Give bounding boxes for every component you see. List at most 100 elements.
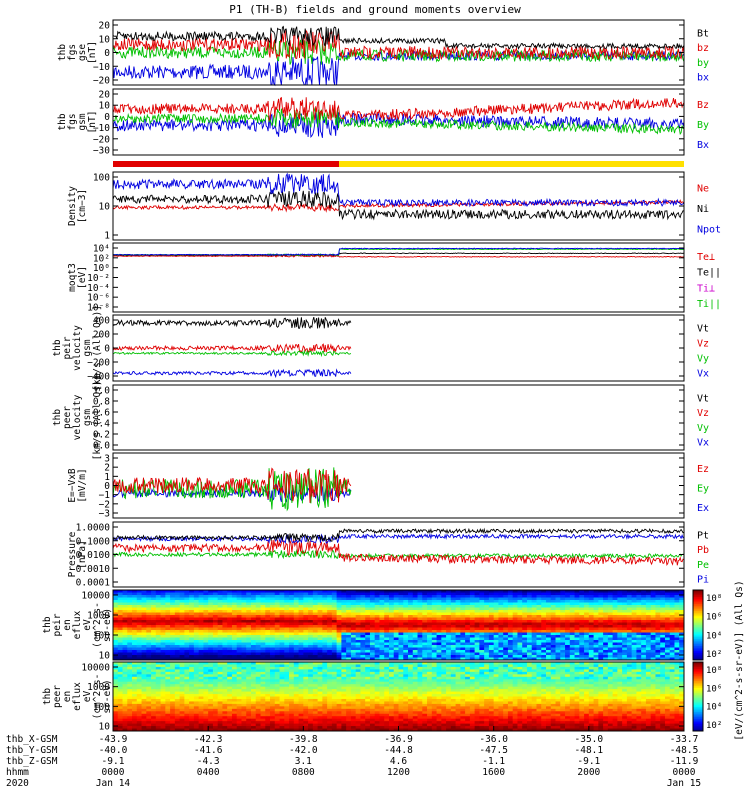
spectrogram-cell (455, 620, 461, 623)
spectrogram-cell (436, 597, 442, 601)
spectrogram-cell (208, 610, 214, 613)
spectrogram-cell (565, 625, 571, 628)
spectrogram-cell (231, 632, 238, 636)
spectrogram-cell (350, 642, 357, 646)
spectrogram-cell (303, 664, 309, 668)
spectrogram-cell (645, 622, 652, 626)
spectrogram-cell (579, 605, 585, 608)
spectrogram-cell (236, 718, 242, 722)
spectrogram-cell (517, 645, 523, 648)
spectrogram-cell (612, 647, 618, 651)
spectrogram-cell (441, 590, 447, 593)
spectrogram-cell (650, 610, 656, 613)
spectrogram-cell (365, 698, 371, 702)
spectrogram-cell (165, 713, 171, 717)
spectrogram-cell (122, 605, 128, 608)
spectrogram-cell (498, 607, 504, 611)
spectrogram-cell (360, 728, 366, 732)
spectrogram-cell (369, 703, 376, 707)
spectrogram-cell (622, 592, 628, 596)
spectrogram-cell (141, 684, 147, 688)
spectrogram-cell (193, 627, 200, 631)
spectrogram-cell (384, 662, 390, 665)
spectrogram-cell (346, 671, 352, 675)
spectrogram-cell (522, 637, 528, 641)
spectrogram-cell (317, 607, 323, 611)
spectrogram-cell (369, 620, 376, 623)
spectrogram-cell (555, 600, 561, 603)
spectrogram-cell (546, 595, 552, 598)
spectrogram-cell (336, 713, 342, 717)
spectrogram-cell (151, 645, 157, 648)
spectrogram-cell (298, 674, 304, 678)
spectrogram-cell (622, 602, 628, 606)
spectrogram-cell (660, 597, 666, 601)
spectrogram-cell (507, 635, 514, 638)
spectrogram-cell (369, 622, 376, 626)
spectrogram-cell (198, 728, 204, 732)
spectrogram-cell (151, 728, 157, 732)
spectrogram-cell (669, 600, 675, 603)
spectrogram-cell (617, 612, 623, 616)
spectrogram-cell (331, 657, 338, 661)
spectrogram-cell (170, 723, 176, 727)
spectrogram-cell (222, 684, 228, 688)
spectrogram-cell (469, 652, 476, 656)
spectrogram-cell (260, 625, 266, 628)
spectrogram-cell (565, 612, 571, 616)
spectrogram-cell (308, 684, 314, 688)
spectrogram-cell (174, 647, 181, 651)
spectrogram-cell (450, 602, 456, 606)
spectrogram-cell (674, 652, 680, 656)
spectrogram-cell (127, 681, 133, 685)
spectrogram-cell (450, 622, 456, 626)
spectrogram-cell (308, 664, 314, 668)
spectrogram-cell (360, 684, 366, 688)
spectrogram-cell (132, 635, 138, 638)
spectrogram-cell (626, 632, 633, 636)
spectrogram-cell (265, 686, 271, 690)
spectrogram-cell (360, 694, 366, 697)
spectrogram-cell (179, 590, 185, 593)
spectrogram-cell (350, 622, 357, 626)
spectrogram-cell (474, 610, 480, 613)
spectrogram-cell (336, 671, 342, 675)
spectrogram-cell (574, 637, 580, 641)
spectrogram-cell (284, 666, 290, 670)
spectrogram-cell (217, 642, 223, 646)
spectrogram-cell (622, 625, 628, 628)
spectrogram-cell (165, 664, 171, 668)
spectrogram-cell (484, 642, 490, 646)
spectrogram-cell (669, 640, 675, 643)
spectrogram-cell (222, 657, 228, 661)
spectrogram-cell (346, 726, 352, 729)
spectrogram-cell (322, 671, 328, 675)
spectrogram-cell (231, 627, 238, 631)
spectrogram-cell (664, 607, 671, 611)
spectrogram-cell (184, 662, 190, 665)
spectrogram-cell (241, 684, 247, 688)
spectrogram-cell (246, 718, 252, 722)
spectrogram-cell (341, 622, 347, 626)
spectrogram-cell (260, 635, 266, 638)
spectrogram-cell (132, 666, 138, 670)
spectrogram-cell (141, 669, 147, 673)
spectrogram-cell (526, 615, 533, 618)
spectrogram-cell (165, 726, 171, 729)
spectrogram-cell (127, 718, 133, 722)
spectrogram-cell (289, 655, 295, 658)
spectrogram-cell (555, 640, 561, 643)
spectrogram-cell (350, 706, 357, 710)
spectrogram-cell (412, 630, 418, 633)
spectrogram-cell (460, 607, 466, 611)
spectrogram-cell (231, 726, 238, 729)
spectrogram-cell (350, 657, 357, 661)
spectrogram-cell (160, 652, 166, 656)
spectrogram-cell (193, 632, 200, 636)
spectrogram-cell (179, 615, 185, 618)
spectrogram-cell (217, 676, 223, 680)
spectrogram-cell (179, 625, 185, 628)
spectrogram-cell (122, 630, 128, 633)
spectrogram-cell (360, 681, 366, 685)
spectrogram-cell (536, 610, 542, 613)
